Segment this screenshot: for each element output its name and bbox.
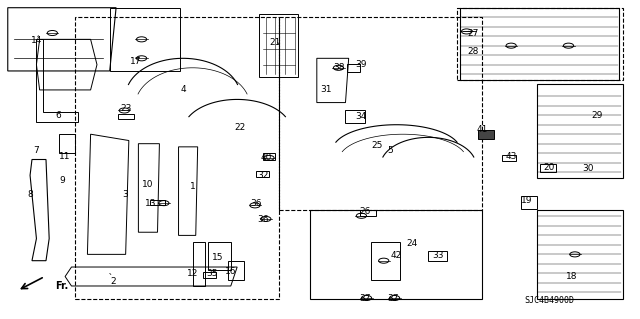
Text: 4: 4 [180,85,186,94]
Text: 13: 13 [145,199,157,208]
Text: 37: 37 [359,294,371,303]
Text: 30: 30 [582,165,593,174]
Text: 36: 36 [257,215,268,224]
Text: 24: 24 [407,239,418,248]
Text: 11: 11 [60,152,71,161]
Text: 10: 10 [142,180,154,189]
Text: 27: 27 [467,28,479,38]
Text: 29: 29 [591,111,603,120]
Text: 34: 34 [356,112,367,121]
Text: 31: 31 [321,85,332,94]
Text: 37: 37 [388,294,399,303]
Text: 5: 5 [387,145,393,154]
Text: 41: 41 [477,125,488,134]
Text: 40: 40 [260,153,271,162]
Text: 3: 3 [123,190,129,199]
Text: 21: 21 [269,38,281,47]
Text: 33: 33 [432,251,444,260]
Text: 38: 38 [333,63,345,72]
Text: 20: 20 [544,163,555,172]
Text: 14: 14 [31,36,42,45]
Text: Fr.: Fr. [56,281,69,291]
Text: 26: 26 [359,207,371,216]
Text: 17: 17 [129,57,141,66]
Text: 36: 36 [250,199,262,208]
Text: 7: 7 [33,145,39,154]
Text: 32: 32 [257,171,268,180]
Text: 23: 23 [120,104,131,113]
Text: 25: 25 [372,141,383,150]
Text: 22: 22 [235,123,246,132]
Text: SJC4B4900D: SJC4B4900D [524,296,574,305]
Text: 42: 42 [391,251,402,260]
Text: 39: 39 [356,60,367,69]
Text: 12: 12 [187,269,198,278]
Text: 16: 16 [225,267,237,276]
Text: 28: 28 [467,48,479,56]
Text: 9: 9 [59,175,65,185]
Text: 18: 18 [566,272,577,281]
Text: 43: 43 [506,152,517,161]
Text: 19: 19 [522,196,533,205]
Bar [478,130,494,139]
Text: 6: 6 [56,111,61,120]
Text: 1: 1 [189,182,195,191]
Text: 15: 15 [212,253,224,262]
Text: 2: 2 [110,277,116,286]
Text: 35: 35 [206,269,218,278]
Text: 8: 8 [27,190,33,199]
